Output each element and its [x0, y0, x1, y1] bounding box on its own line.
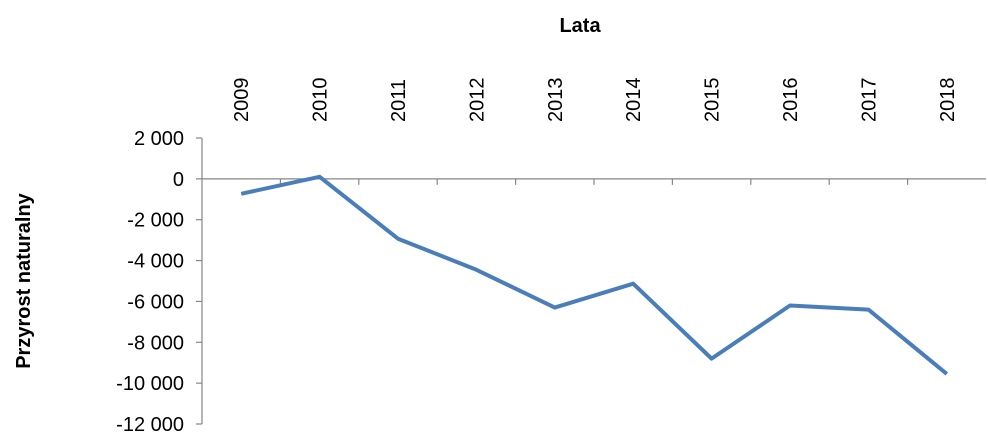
y-tick-label: -12 000 [116, 414, 184, 435]
y-tick-label: -10 000 [116, 373, 184, 395]
x-axis-title: Lata [559, 15, 601, 37]
x-tick-label: 2010 [310, 78, 332, 123]
x-tick-label: 2014 [623, 78, 645, 123]
x-tick-label: 2015 [702, 78, 724, 123]
y-axis-title: Przyrost naturalny [13, 192, 35, 368]
y-tick-label: -4 000 [127, 251, 184, 273]
x-tick-label: 2018 [937, 78, 959, 123]
x-tick-label: 2013 [545, 78, 567, 123]
x-tick-label: 2009 [231, 78, 253, 123]
x-tick-label: 2012 [466, 78, 488, 123]
y-tick-label: -8 000 [127, 332, 184, 354]
x-tick-label: 2017 [858, 78, 880, 123]
x-tick-label: 2011 [388, 79, 410, 122]
y-tick-label: 0 [173, 169, 184, 191]
x-tick-label: 2016 [780, 78, 802, 123]
y-tick-label: -2 000 [127, 210, 184, 232]
line [240, 174, 949, 376]
y-tick-label: 2 000 [134, 128, 184, 150]
y-tick-label: -6 000 [127, 291, 184, 313]
